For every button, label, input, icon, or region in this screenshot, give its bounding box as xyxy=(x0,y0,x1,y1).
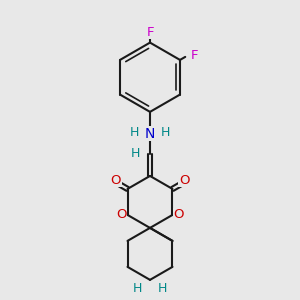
Text: O: O xyxy=(179,174,189,187)
Text: H: H xyxy=(161,126,170,139)
Text: O: O xyxy=(116,208,126,221)
Text: O: O xyxy=(174,208,184,221)
Text: H: H xyxy=(158,282,167,295)
Text: F: F xyxy=(190,49,198,62)
Text: H: H xyxy=(130,126,139,139)
Text: O: O xyxy=(111,174,121,187)
Text: N: N xyxy=(145,127,155,140)
Text: H: H xyxy=(131,146,140,160)
Text: H: H xyxy=(133,282,142,295)
Text: F: F xyxy=(146,26,154,39)
